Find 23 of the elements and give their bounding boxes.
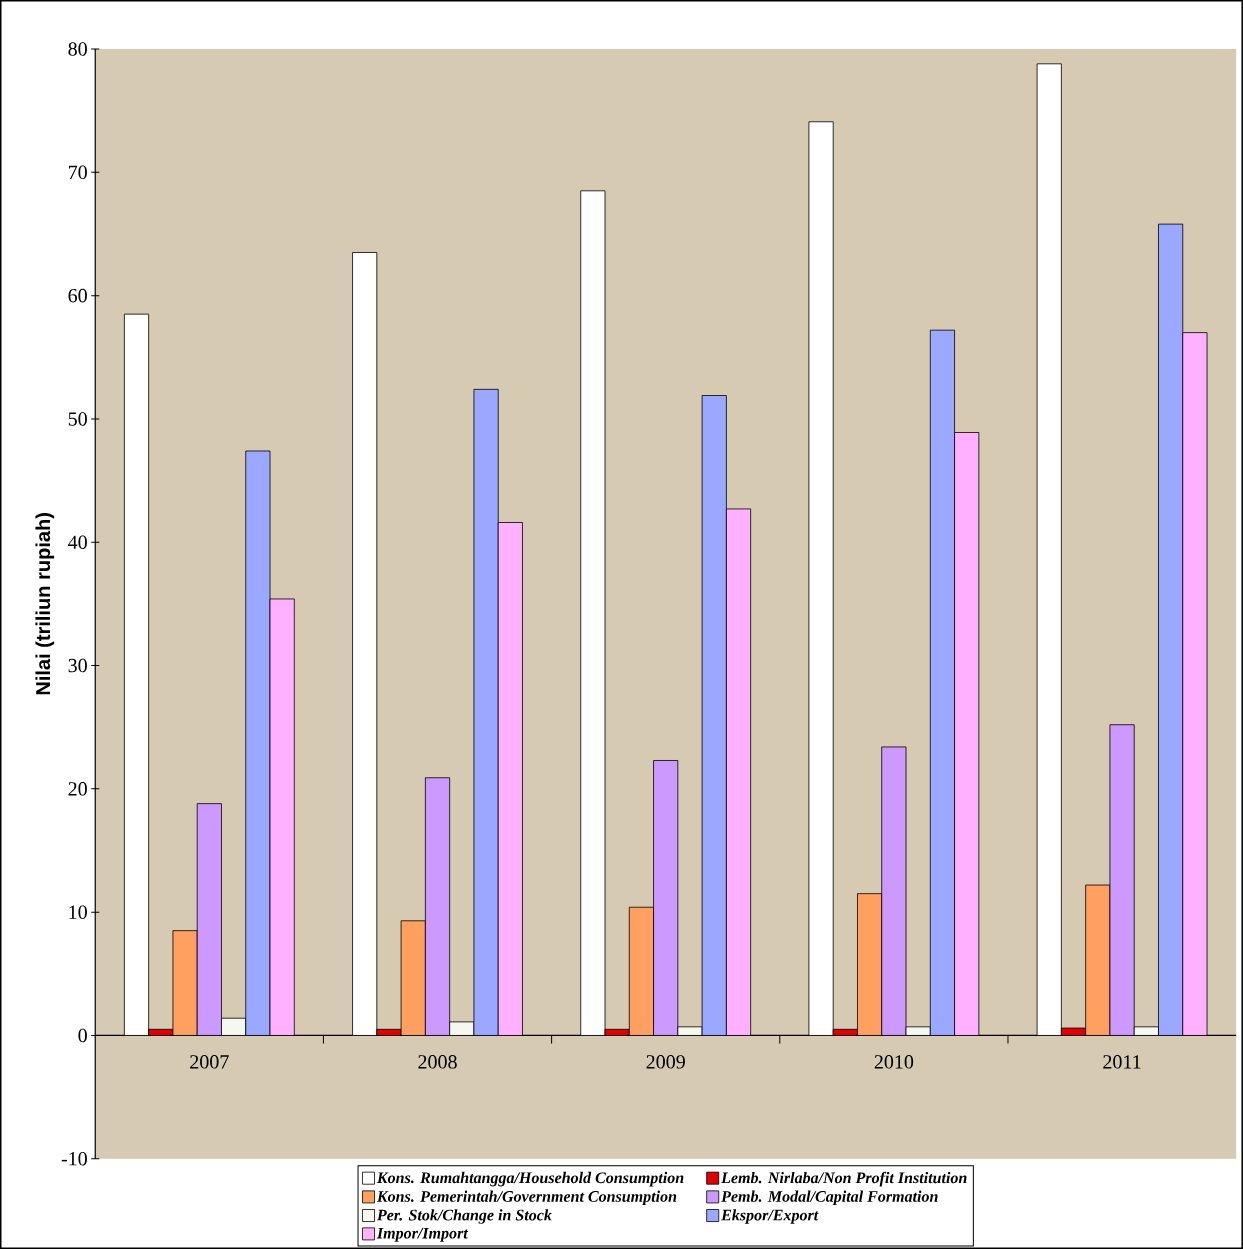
legend-label: Per. Stok/Change in Stock: [376, 1209, 552, 1224]
y-tick-label: 0: [78, 1028, 87, 1043]
y-tick-label: 60: [68, 288, 87, 303]
legend-label: Kons. Pemerintah/Government Consumption: [376, 1190, 677, 1206]
x-tick-label: 2007: [190, 1055, 229, 1069]
y-tick-label: 80: [68, 42, 87, 56]
y-tick-label: 50: [68, 412, 87, 426]
legend-label: Pemb. Modal/Capital Formation: [721, 1190, 938, 1206]
x-tick-label: 2008: [418, 1055, 457, 1069]
y-axis-title: Nilai (triliun rupiah): [35, 513, 55, 695]
legend-label: Lemb. Nirlaba/Non Profit Institution: [721, 1171, 967, 1187]
x-tick-label: 2009: [646, 1055, 685, 1069]
y-tick-label: 40: [68, 535, 87, 549]
x-tick-label: 2010: [874, 1055, 914, 1069]
y-tick-label: 20: [68, 782, 87, 796]
legend-label: Kons. Rumahtangga/Household Consumption: [376, 1171, 684, 1187]
x-tick-label: 2011: [1103, 1055, 1141, 1069]
y-tick-label: 30: [68, 658, 87, 673]
legend-label: Impor/Import: [376, 1227, 469, 1242]
legend-label: Ekspor/Export: [721, 1209, 819, 1224]
y-tick-label: 70: [68, 165, 87, 180]
y-tick-label: 10: [69, 905, 87, 919]
y-tick-label: -10: [61, 1152, 87, 1166]
